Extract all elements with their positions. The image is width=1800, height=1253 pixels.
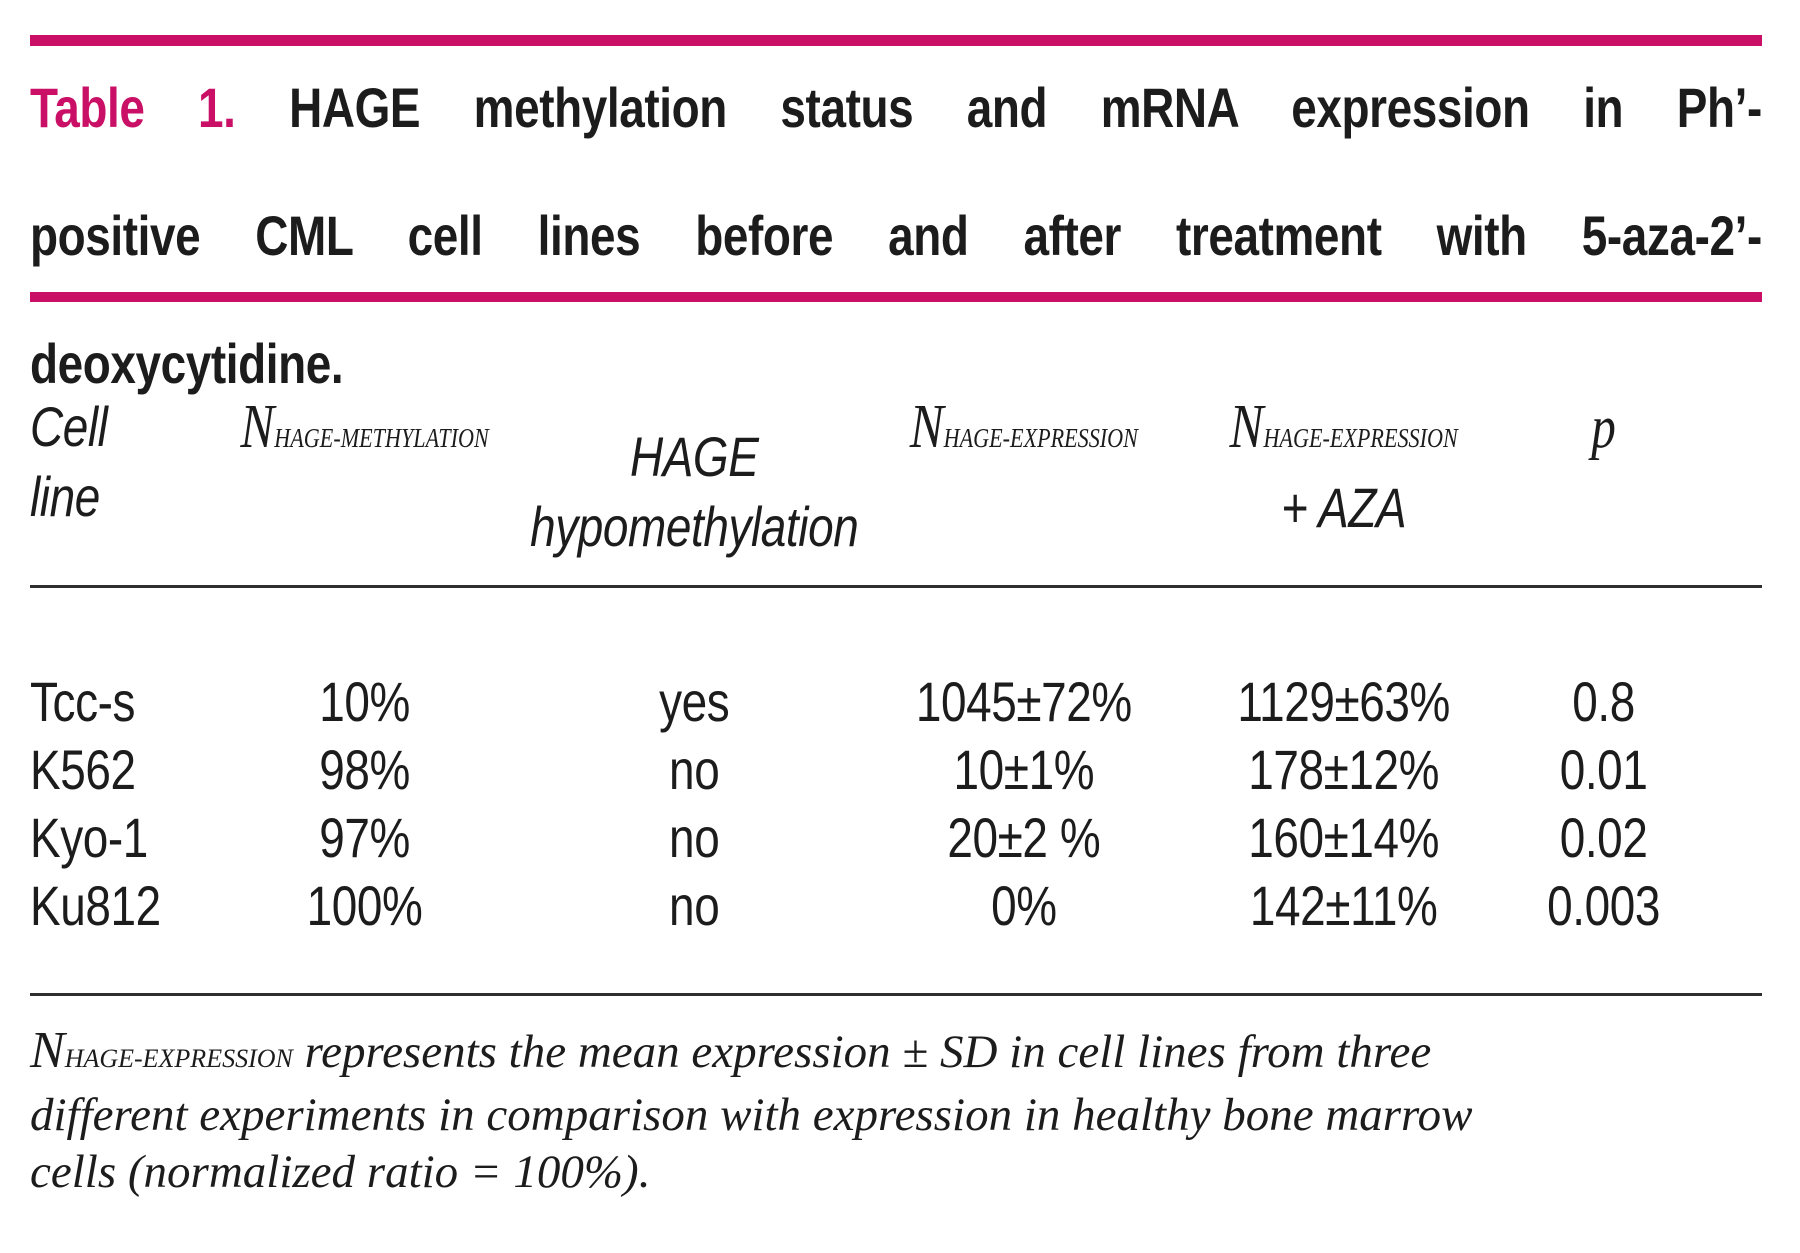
row3-cell-line: Kyo-1 bbox=[30, 806, 148, 869]
header-separator-rule bbox=[30, 585, 1762, 588]
footnote-n-symbol: N bbox=[30, 1022, 65, 1079]
footnote-line-2: different experiments in comparison with… bbox=[30, 1089, 1473, 1141]
row2-methylation: 98% bbox=[319, 738, 410, 801]
row4-expression: 0% bbox=[991, 874, 1057, 937]
row2-cell-line: K562 bbox=[30, 738, 136, 801]
footnote-line-1-text: represents the mean expression ± SD in c… bbox=[292, 1026, 1432, 1078]
header-expression-n: N bbox=[909, 393, 944, 461]
header-p-label: p bbox=[1591, 394, 1616, 460]
row1-hypomethylation: yes bbox=[659, 670, 730, 733]
header-cell-line: Cell line bbox=[30, 392, 200, 562]
title-line-1: Table 1. HAGE methylation status and mRN… bbox=[30, 76, 1762, 204]
row1-methylation: 10% bbox=[319, 670, 410, 733]
header-hypomethylation: HAGE hypomethylation bbox=[529, 392, 859, 562]
row1-p-value: 0.8 bbox=[1572, 670, 1635, 733]
mid-accent-rule bbox=[30, 292, 1762, 302]
header-cell-line-line2: line bbox=[30, 465, 100, 528]
row4-hypomethylation: no bbox=[669, 874, 720, 937]
row3-expression-aza: 160±14% bbox=[1248, 806, 1440, 869]
table-number-label: Table 1. bbox=[30, 76, 236, 139]
row2-hypomethylation: no bbox=[669, 738, 720, 801]
title-line-1-text: HAGE methylation status and mRNA express… bbox=[289, 76, 1762, 139]
title-line-3: deoxycytidine. bbox=[30, 332, 1762, 396]
footnote-n-subscript: HAGE-EXPRESSION bbox=[64, 1044, 293, 1073]
row2-p-value: 0.01 bbox=[1559, 738, 1648, 801]
row4-methylation: 100% bbox=[306, 874, 423, 937]
header-expression-subscript: HAGE-EXPRESSION bbox=[943, 423, 1138, 453]
row4-cell-line: Ku812 bbox=[30, 874, 161, 937]
title-line-2-text: positive CML cell lines before and after… bbox=[30, 204, 1762, 267]
row4-p-value: 0.003 bbox=[1547, 874, 1661, 937]
row1-expression: 1045±72% bbox=[915, 670, 1132, 733]
footer-separator-rule bbox=[30, 993, 1762, 996]
header-methylation: NHAGE-METHYLATION bbox=[200, 392, 530, 562]
header-p-value: p bbox=[1499, 392, 1709, 562]
row3-expression: 20±2 % bbox=[947, 806, 1101, 869]
header-expression: NHAGE-EXPRESSION bbox=[859, 392, 1189, 562]
header-cell-line-line1: Cell bbox=[30, 395, 108, 458]
table-footnote: NHAGE-EXPRESSION represents the mean exp… bbox=[30, 1022, 1762, 1201]
header-expression-aza-line2: + AZA bbox=[1281, 476, 1407, 539]
table-title: Table 1. HAGE methylation status and mRN… bbox=[30, 76, 1762, 396]
title-line-3-text: deoxycytidine. bbox=[30, 332, 344, 395]
header-expression-aza-subscript: HAGE-EXPRESSION bbox=[1263, 423, 1458, 453]
header-expression-aza-n: N bbox=[1229, 393, 1264, 461]
header-methylation-n: N bbox=[240, 393, 275, 461]
row2-expression-aza: 178±12% bbox=[1248, 738, 1440, 801]
table-body: Tcc-s 10% yes 1045±72% 1129±63% 0.8 K562… bbox=[30, 668, 1709, 940]
header-hypomethylation-line2: hypomethylation bbox=[530, 495, 859, 558]
header-methylation-subscript: HAGE-METHYLATION bbox=[274, 423, 489, 453]
row3-p-value: 0.02 bbox=[1559, 806, 1648, 869]
row1-expression-aza: 1129±63% bbox=[1237, 670, 1450, 733]
row1-cell-line: Tcc-s bbox=[30, 670, 136, 733]
row3-methylation: 97% bbox=[319, 806, 410, 869]
table-header-row: Cell line NHAGE-METHYLATION HAGE hypomet… bbox=[30, 392, 1709, 562]
top-accent-rule bbox=[30, 35, 1762, 46]
header-hypomethylation-line1: HAGE bbox=[629, 425, 759, 488]
row4-expression-aza: 142±11% bbox=[1249, 874, 1438, 937]
title-line-2: positive CML cell lines before and after… bbox=[30, 204, 1762, 332]
row3-hypomethylation: no bbox=[669, 806, 720, 869]
header-expression-aza-line1: NHAGE-EXPRESSION bbox=[1189, 392, 1499, 473]
footnote-line-1: NHAGE-EXPRESSION represents the mean exp… bbox=[30, 1022, 1762, 1087]
header-expression-aza: NHAGE-EXPRESSION + AZA bbox=[1189, 392, 1499, 562]
row2-expression: 10±1% bbox=[953, 738, 1095, 801]
footnote-line-3: cells (normalized ratio = 100%). bbox=[30, 1146, 651, 1198]
